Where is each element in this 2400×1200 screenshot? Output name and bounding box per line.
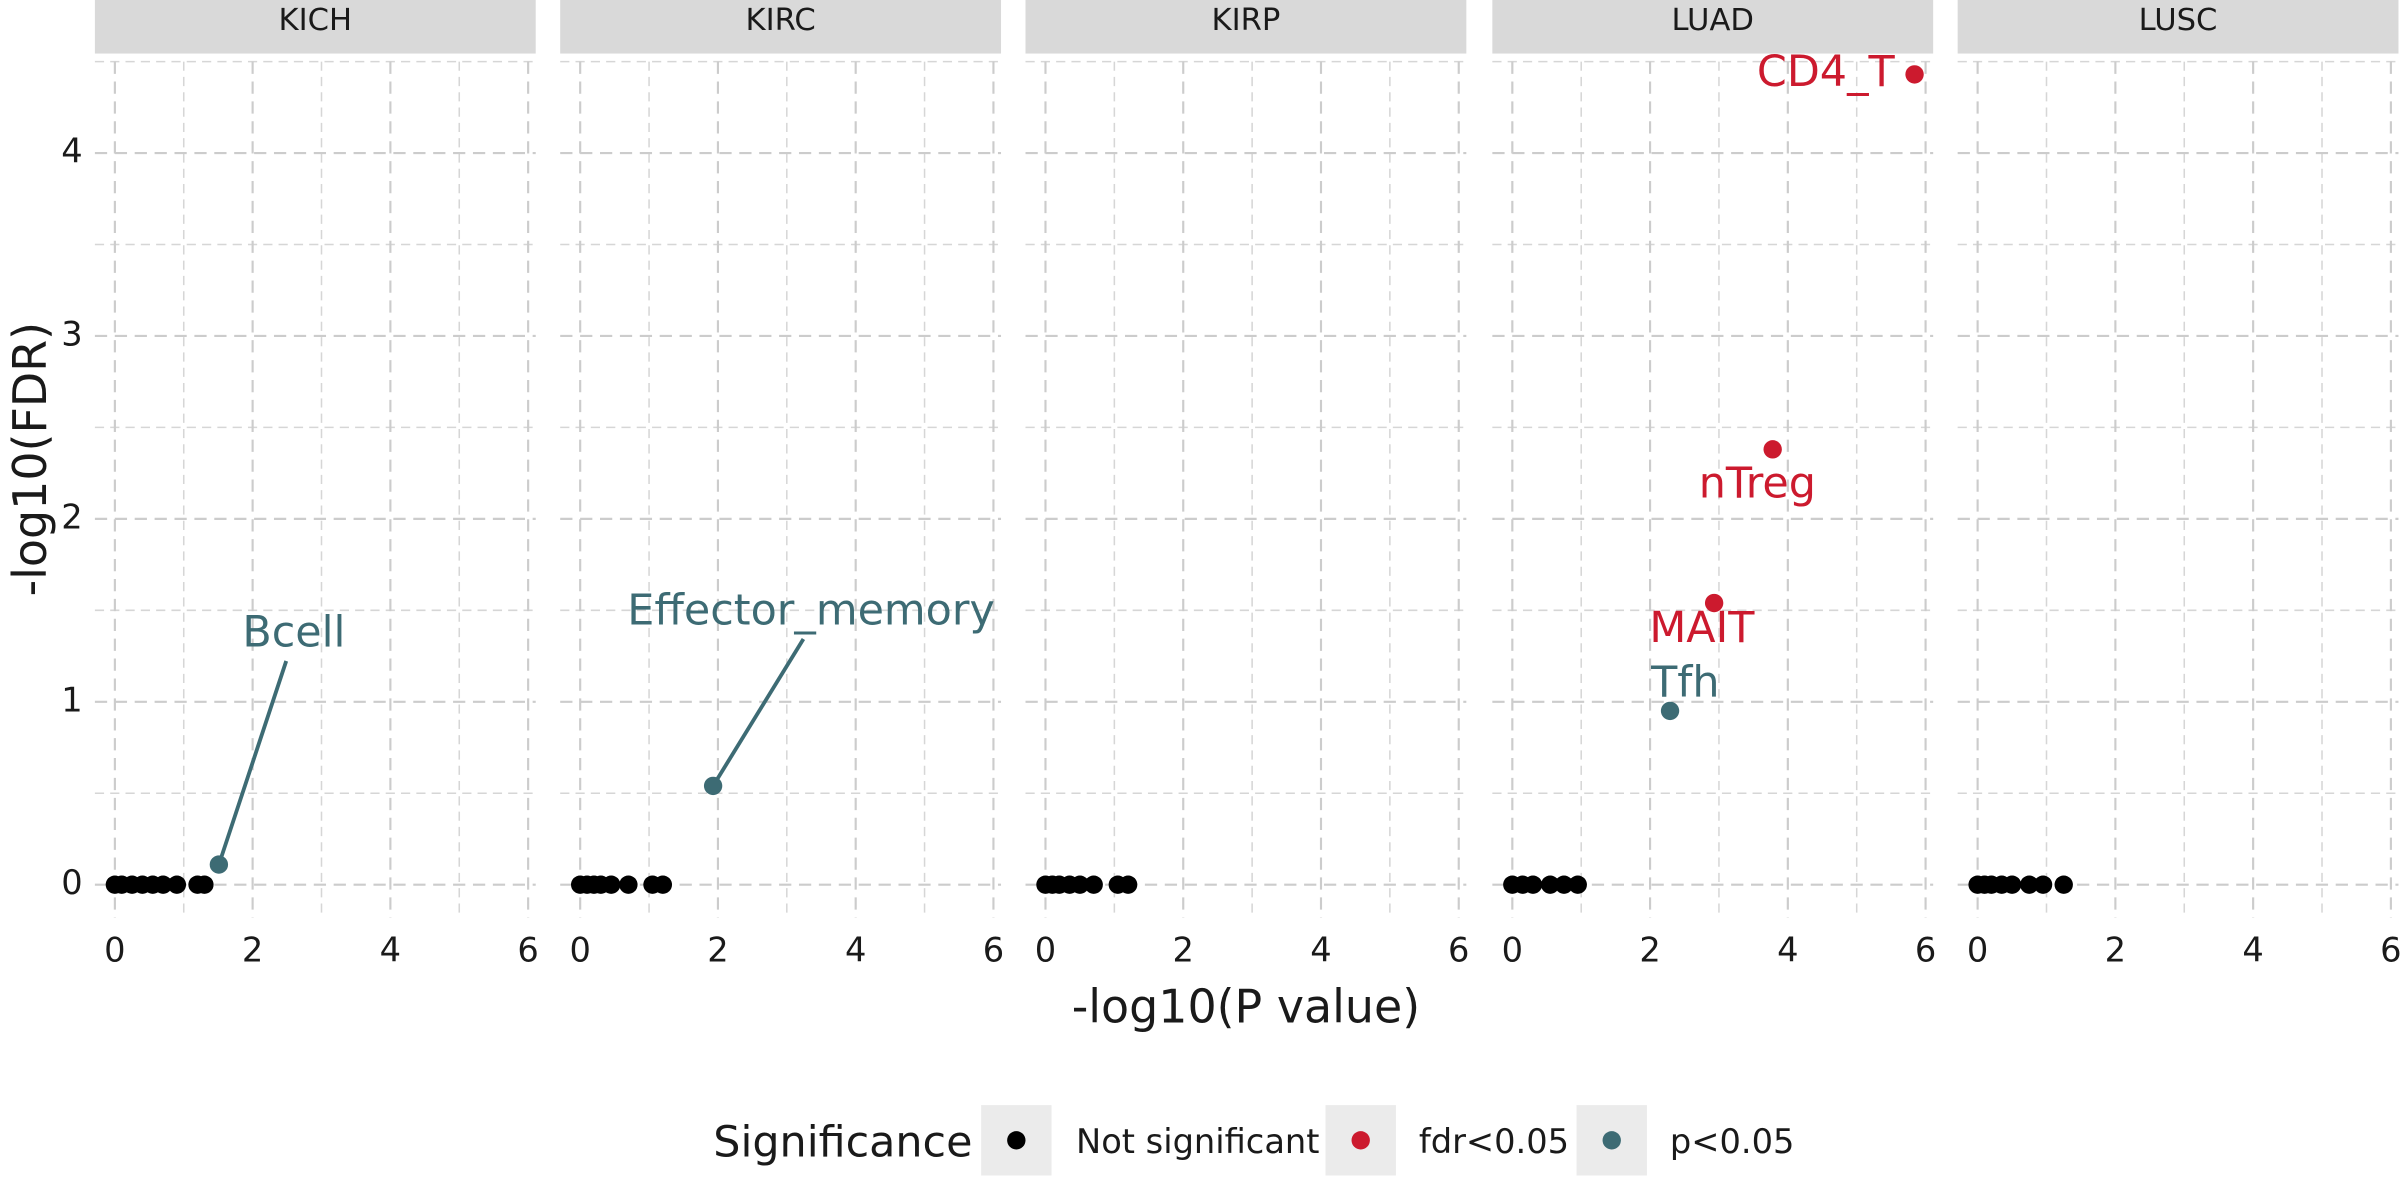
point bbox=[1523, 875, 1543, 894]
point bbox=[653, 875, 673, 894]
point-label: Bcell bbox=[242, 607, 345, 657]
y-axis-title: -log10(FDR) bbox=[3, 322, 57, 596]
x-tick-label: 6 bbox=[2380, 931, 2400, 970]
point bbox=[2054, 875, 2073, 894]
point bbox=[2033, 875, 2053, 894]
x-tick-label: 0 bbox=[104, 931, 125, 970]
point-label: Effector_memory bbox=[627, 585, 995, 635]
point bbox=[1763, 440, 1782, 459]
point bbox=[2002, 875, 2022, 894]
facet-strip bbox=[1025, 0, 1467, 54]
x-tick-label: 2 bbox=[2105, 931, 2126, 970]
x-axis-title: -log10(P value) bbox=[1072, 980, 1420, 1034]
point bbox=[1118, 875, 1138, 894]
x-tick-label: 2 bbox=[242, 931, 263, 970]
x-tick-label: 4 bbox=[380, 931, 401, 970]
facet-title: LUSC bbox=[2139, 3, 2218, 38]
point bbox=[1704, 593, 1724, 613]
point bbox=[1554, 875, 1574, 894]
x-tick-label: 6 bbox=[983, 931, 1004, 970]
point bbox=[167, 875, 187, 894]
y-tick-label: 2 bbox=[61, 497, 82, 536]
point bbox=[1568, 875, 1587, 894]
point bbox=[703, 776, 723, 796]
label-connector bbox=[711, 637, 806, 787]
point bbox=[1070, 875, 1090, 894]
point bbox=[195, 875, 214, 894]
x-tick-label: 0 bbox=[1967, 931, 1988, 970]
x-tick-label: 2 bbox=[1639, 931, 1660, 970]
point bbox=[2020, 875, 2039, 894]
legend-label: fdr<0.05 bbox=[1419, 1122, 1569, 1161]
facet-title: KIRC bbox=[746, 3, 816, 38]
y-tick-label: 1 bbox=[61, 680, 82, 719]
point-label: nTreg bbox=[1699, 459, 1816, 509]
facet-strip bbox=[1492, 0, 1934, 54]
legend-label: p<0.05 bbox=[1670, 1122, 1795, 1161]
x-tick-label: 4 bbox=[1777, 931, 1798, 970]
y-tick-label: 0 bbox=[61, 863, 82, 902]
y-tick-label: 3 bbox=[61, 314, 82, 353]
legend-marker bbox=[1351, 1131, 1370, 1150]
point bbox=[1660, 701, 1680, 721]
legend-marker bbox=[1007, 1131, 1026, 1150]
x-tick-label: 6 bbox=[1915, 931, 1936, 970]
point bbox=[1541, 875, 1560, 894]
x-tick-label: 2 bbox=[1173, 931, 1194, 970]
x-tick-label: 2 bbox=[707, 931, 728, 970]
facet-title: LUAD bbox=[1672, 3, 1754, 38]
x-tick-label: 0 bbox=[569, 931, 590, 970]
point bbox=[619, 875, 638, 894]
legend-label: Not significant bbox=[1076, 1122, 1319, 1161]
x-tick-label: 0 bbox=[1035, 931, 1056, 970]
x-tick-label: 6 bbox=[1448, 931, 1469, 970]
point-label: CD4_T bbox=[1757, 47, 1896, 97]
x-tick-label: 6 bbox=[517, 931, 538, 970]
y-tick-label: 4 bbox=[61, 132, 82, 171]
point-label: Tfh bbox=[1650, 657, 1719, 707]
point-label: MAIT bbox=[1649, 603, 1755, 653]
x-tick-label: 4 bbox=[845, 931, 866, 970]
facet-title: KICH bbox=[279, 3, 353, 38]
point bbox=[1905, 65, 1924, 84]
facet-strip bbox=[94, 0, 536, 54]
facet-strip bbox=[560, 0, 1002, 54]
x-tick-label: 4 bbox=[1310, 931, 1331, 970]
facet-strip bbox=[1957, 0, 2399, 54]
x-tick-label: 4 bbox=[2242, 931, 2263, 970]
legend-title: Significance bbox=[713, 1117, 972, 1167]
facet-title: KIRP bbox=[1212, 3, 1281, 38]
x-tick-label: 0 bbox=[1502, 931, 1523, 970]
legend-marker bbox=[1602, 1131, 1621, 1150]
label-connector bbox=[217, 660, 289, 866]
point bbox=[1084, 875, 1103, 894]
point bbox=[601, 875, 621, 894]
point bbox=[153, 875, 173, 894]
point bbox=[209, 855, 229, 874]
